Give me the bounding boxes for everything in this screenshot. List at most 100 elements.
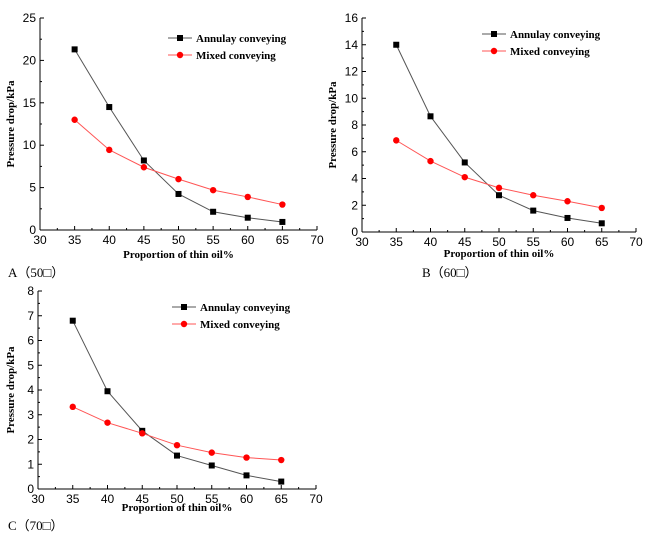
chart-b-series-mixed-point (461, 173, 468, 181)
chart-b-series-mixed-point (427, 157, 434, 165)
chart-a-y-tick-label: 0 (29, 223, 36, 237)
chart-c-legend-marker-square (181, 304, 187, 310)
chart-c-x-tick-label: 35 (66, 492, 80, 506)
chart-c-legend-marker-circle (180, 320, 188, 328)
chart-b-series-annular-point (461, 159, 468, 166)
chart-c-series-mixed-point (278, 456, 285, 464)
chart-c-caption: C（70□） (8, 518, 64, 533)
chart-a-y-tick-label: 10 (23, 138, 37, 152)
chart-b-series-mixed-point (495, 184, 503, 192)
chart-a-series-mixed-point (71, 116, 78, 123)
chart-b-y-tick-label: 12 (345, 65, 359, 79)
chart-c-series-annular-point (278, 478, 285, 485)
chart-b-series-mixed-point (530, 192, 537, 199)
chart-b-x-tick-label: 30 (355, 235, 369, 249)
chart-b-series-annular-point (393, 41, 400, 48)
chart-a-x-tick-label: 60 (241, 233, 255, 247)
chart-b-y-tick-label: 6 (351, 145, 358, 159)
chart-a-series-mixed-point (106, 146, 113, 154)
chart-c-x-tick-label: 55 (205, 492, 219, 506)
chart-c-series-annular-point (174, 452, 180, 459)
chart-b-series-annular-point (564, 214, 571, 221)
chart-b-x-tick-label: 50 (492, 235, 506, 249)
chart-b-series-mixed-point (393, 137, 400, 144)
chart-c-series-annular-point (243, 472, 250, 479)
chart-a-y-tick-label: 20 (23, 53, 37, 67)
chart-c-series-annular-point (69, 317, 76, 324)
chart-c-x-tick-label: 40 (101, 492, 115, 506)
chart-b-y-tick-label: 10 (345, 91, 359, 105)
chart-a-series-annular-point (140, 157, 147, 164)
chart-a-series-mixed-point (209, 186, 217, 194)
chart-c-x-axis-title: Proportion of thin oil% (122, 502, 233, 514)
chart-b-series-annular-point (530, 207, 537, 214)
chart-b-x-tick-label: 60 (561, 235, 575, 249)
chart-c-y-axis-title: Pressure drop/kPa (5, 346, 17, 434)
chart-b-x-tick-label: 55 (527, 235, 541, 249)
chart-c-series-mixed-point (69, 403, 76, 411)
chart-a-caption: A（50□） (8, 265, 65, 280)
chart-a-y-axis-title: Pressure drop/kPa (5, 80, 17, 168)
chart-c-x-tick-label: 65 (275, 492, 289, 506)
chart-a-legend-label: Annulay conveying (196, 33, 287, 45)
chart-a-series-mixed-point (244, 193, 251, 201)
chart-a-x-tick-label: 45 (137, 233, 151, 247)
chart-b-x-tick-label: 65 (595, 235, 609, 249)
chart-a-series-annular-point (210, 208, 217, 215)
chart-c-x-tick-label: 45 (136, 492, 150, 506)
chart-b-x-tick-label: 70 (629, 235, 643, 249)
chart-b-x-tick-label: 45 (458, 235, 472, 249)
chart-b-plot: 30 35 40 45 50 55 60 65 70 0 2 4 6 8 10 12 14 16 Proportio… (327, 11, 643, 260)
chart-a-x-tick-label: 65 (276, 233, 290, 247)
chart-b-series-annular-point (496, 192, 502, 199)
chart-a-y-tick-label: 5 (29, 181, 36, 195)
chart-c-y-tick-label: 7 (27, 309, 34, 323)
chart-b-legend-label: Annulay conveying (510, 29, 601, 41)
chart-b-series-annular-point (598, 220, 605, 227)
chart-c-x-tick-label: 50 (170, 492, 184, 506)
chart-c-series-mixed-point (173, 441, 181, 449)
chart-a-x-tick-label: 55 (206, 233, 220, 247)
chart-c-y-tick-label: 2 (27, 433, 34, 447)
chart-b-y-tick-label: 16 (345, 11, 359, 25)
chart-a-plot: 30 35 40 45 50 55 60 65 70 0 5 10 15 20 25 Proportion o… (5, 11, 324, 261)
chart-b-series-annular-point (427, 113, 434, 120)
chart-c-y-tick-label: 6 (27, 334, 34, 348)
chart-b-y-tick-label: 2 (351, 198, 358, 212)
chart-c-x-tick-label: 30 (31, 492, 45, 506)
chart-b-legend-marker-circle (490, 47, 498, 55)
chart-a-legend-marker-square (177, 35, 183, 41)
chart-c-y-tick-label: 4 (27, 383, 34, 397)
chart-c-series-mixed-point (139, 430, 146, 437)
chart-a-x-tick-label: 35 (68, 233, 82, 247)
chart-c-series-mixed-line (72, 406, 282, 461)
chart-a-series-mixed-point (175, 175, 182, 183)
chart-a-y-tick-label: 15 (23, 96, 37, 110)
chart-a-x-tick-label: 70 (310, 233, 324, 247)
chart-a-series-mixed-point (279, 201, 286, 208)
chart-a-series-mixed-point (140, 164, 148, 171)
chart-a-x-tick-label: 40 (103, 233, 117, 247)
chart-a-legend-marker-circle (176, 51, 184, 59)
chart-a-series-annular-point (244, 214, 251, 221)
chart-c-y-tick-label: 1 (27, 457, 34, 471)
chart-a-y-tick-label: 25 (23, 11, 37, 25)
chart-c-legend-label: Mixed conveying (200, 319, 280, 331)
chart-c-series-mixed-point (208, 449, 215, 456)
chart-a-x-axis-title: Proportion of thin oil% (123, 249, 234, 261)
chart-b-legend-marker-square (491, 31, 497, 37)
chart-c-x-tick-label: 70 (309, 492, 323, 506)
chart-b-legend-label: Mixed conveying (510, 46, 590, 58)
chart-b-series-mixed-point (564, 198, 571, 205)
chart-a-legend-label: Mixed conveying (196, 50, 276, 62)
chart-b-y-tick-label: 0 (351, 225, 358, 239)
chart-c-y-tick-label: 3 (27, 408, 34, 422)
chart-c-series-annular-point (104, 388, 111, 395)
chart-c-series-annular-point (208, 462, 215, 469)
chart-c-series-mixed-point (104, 419, 111, 426)
chart-a-x-tick-label: 30 (33, 233, 47, 247)
chart-c-y-tick-label: 5 (27, 358, 34, 372)
chart-b-y-tick-label: 14 (345, 38, 359, 52)
chart-a-series-annular-point (71, 46, 78, 53)
